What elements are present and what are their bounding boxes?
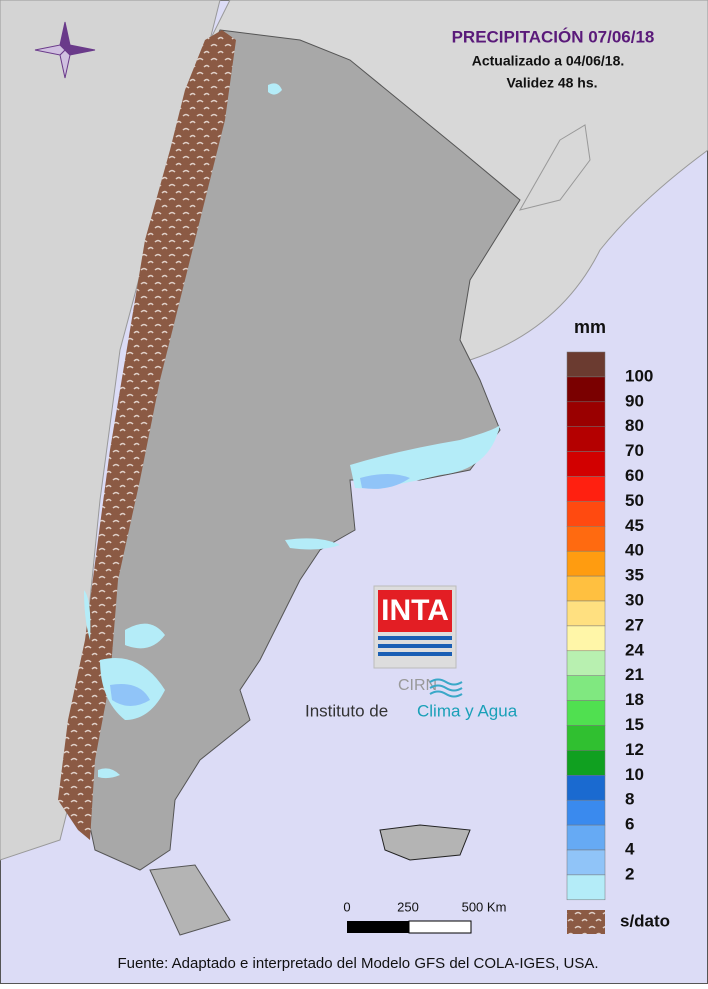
scale-label: 0 [343,899,350,914]
logo: INTA CIRN Instituto de Clima y Agua [305,585,518,720]
legend-label: 10 [625,765,644,784]
uruguay [518,124,591,211]
compass [34,21,96,79]
legend-swatch [566,550,606,577]
legend-label: 21 [625,665,644,684]
legend-swatch [566,401,606,427]
title: PRECIPITACIÓN 07/06/18 [452,27,655,46]
legend-swatch [566,575,606,602]
no-data-swatch [567,910,605,934]
legend-swatch [566,625,606,652]
legend-swatch [566,650,606,676]
legend-label: 30 [625,590,644,609]
validity: Validez 48 hs. [506,75,597,91]
precipitation-area [360,474,410,489]
legend-swatch [566,700,606,726]
legend-swatch [566,501,606,527]
legend-unit: mm [574,317,606,337]
no-data-area [58,30,236,840]
precipitation-area [285,538,340,550]
updated: Actualizado a 04/06/18. [472,53,625,69]
logo-acronym: INTA [381,594,449,627]
legend-label: 2 [625,864,634,883]
legend-swatch [566,725,606,751]
precipitation-area [350,425,500,489]
legend-swatch [566,750,606,776]
precipitation-area [110,684,150,706]
scale-label: 250 [397,899,419,914]
legend-swatch [566,775,606,801]
precipitation-area [98,768,120,779]
legend-label: 80 [625,416,644,435]
legend-swatch [566,799,606,826]
institute-name: Clima y Agua [417,701,518,720]
legend-label: 8 [625,790,634,809]
legend-label: 35 [625,566,644,585]
legend-label: 15 [625,715,644,734]
scale-label: 500 Km [462,899,507,914]
legend-label: 70 [625,441,644,460]
legend-swatch [566,376,606,403]
legend-label: 18 [625,690,644,709]
legend-label: 6 [625,815,634,834]
legend-swatch [566,874,606,901]
malvinas [379,824,471,861]
legend-label: 4 [625,839,635,858]
legend-swatch [566,426,606,452]
legend-swatch [566,824,606,851]
legend-label: 100 [625,366,653,385]
logo-subunit: CIRN [398,677,437,694]
legend-label: 50 [625,491,644,510]
tierra-del-fuego [149,864,231,936]
precipitation-area [84,590,91,640]
legend-label: 90 [625,391,644,410]
legend-label: 45 [625,516,644,535]
precipitation-area [125,623,165,649]
legend-swatch [566,351,606,378]
legend-label: 60 [625,466,644,485]
legend: mm s/dato 100908070605045403530272421181… [566,317,670,934]
legend-swatch [566,451,606,477]
legend-label: 12 [625,740,644,759]
no-data-label: s/dato [620,911,670,930]
footer: Fuente: Adaptado e interpretado del Mode… [117,955,598,972]
legend-swatch [566,600,606,627]
precipitation-area [268,83,282,95]
legend-swatch [566,526,606,552]
legend-label: 24 [625,640,644,659]
legend-label: 27 [625,615,644,634]
legend-swatch [566,675,606,701]
legend-swatch [566,849,606,876]
legend-swatch [566,476,606,502]
scale-bar: 0 250 500 Km [343,899,507,934]
institute-prefix: Instituto de [305,701,388,720]
legend-label: 40 [625,541,644,560]
